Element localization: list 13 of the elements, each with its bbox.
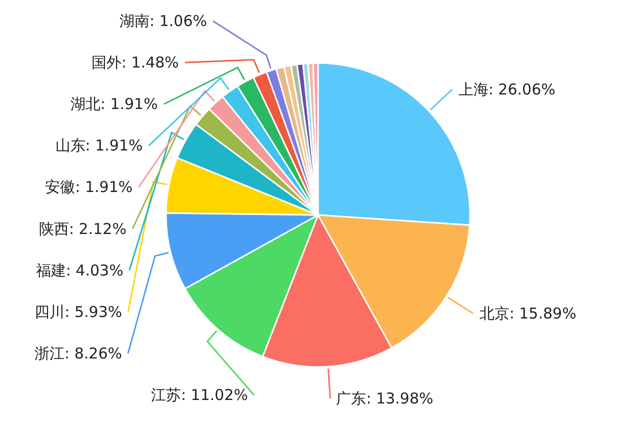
slice-label: 北京: 15.89%	[479, 304, 576, 323]
slice-label: 上海: 26.06%	[458, 80, 556, 98]
slice-label: 山东: 1.91%	[55, 136, 143, 155]
slice-label: 湖南: 1.06%	[120, 12, 207, 30]
slice-label: 国外: 1.48%	[91, 54, 179, 72]
slice-label: 江苏: 11.02%	[150, 386, 248, 404]
slice-label: 浙江: 8.26%	[34, 344, 122, 362]
slice-label: 湖北: 1.91%	[70, 95, 158, 114]
slice-label: 陕西: 2.12%	[39, 220, 126, 238]
slice-label: 广东: 13.98%	[336, 390, 434, 408]
slice-label: 四川: 5.93%	[34, 302, 122, 321]
slice-label: 安徽: 1.91%	[45, 178, 133, 196]
slice-label: 福建: 4.03%	[36, 261, 124, 280]
